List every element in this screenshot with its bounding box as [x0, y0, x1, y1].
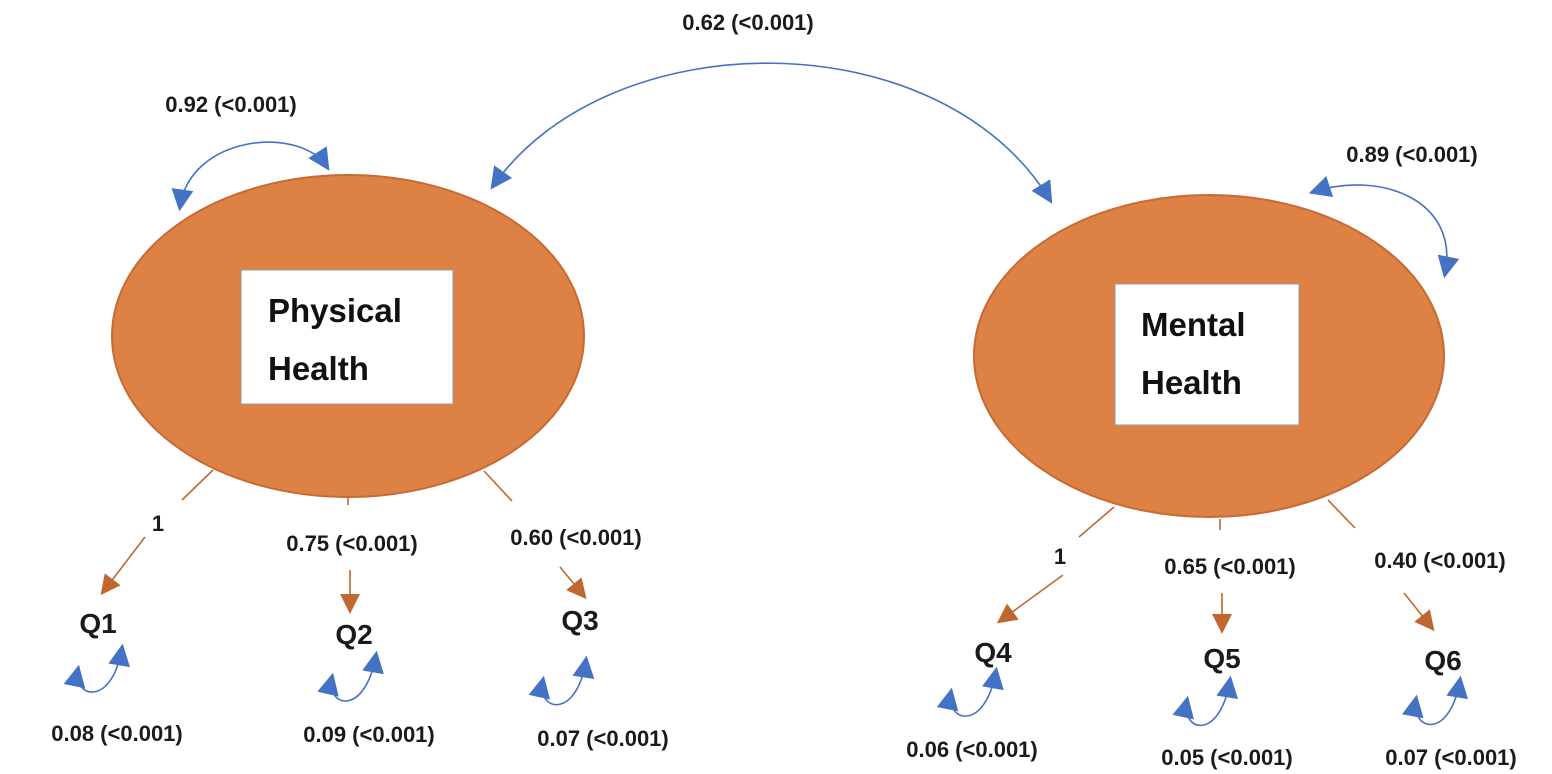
- item-q6-label: Q6: [1424, 645, 1461, 676]
- loading-line: [181, 469, 214, 501]
- loading-label: 0.60 (<0.001): [510, 525, 641, 550]
- loading-line: [1078, 506, 1115, 538]
- loading-arrow: [1403, 592, 1435, 632]
- loading-line: [483, 470, 513, 502]
- error-variance-label-q1: 0.08 (<0.001): [51, 721, 182, 746]
- loading-arrow: [559, 566, 587, 600]
- factor-label-box: [1114, 283, 1300, 426]
- loading-label: 1: [1054, 544, 1066, 569]
- loading-q6: 0.40 (<0.001): [1327, 499, 1506, 632]
- item-q4-label: Q4: [974, 637, 1012, 668]
- factor-label-box: [240, 269, 454, 405]
- error-variance-label-q2: 0.09 (<0.001): [303, 722, 434, 747]
- error-variance-loop-q1: [63, 643, 130, 693]
- loading-label: 0.65 (<0.001): [1164, 554, 1295, 579]
- loading-q2: 0.75 (<0.001): [286, 497, 418, 614]
- loading-q3: 0.60 (<0.001): [483, 470, 642, 600]
- factor-label-line2: Health: [1141, 364, 1242, 401]
- factor-label-line1: Physical: [268, 292, 402, 329]
- physical-variance-label: 0.92 (<0.001): [165, 92, 296, 117]
- factor-physical-health: Physical Health: [111, 174, 585, 498]
- factor-mental-health: Mental Health: [973, 194, 1445, 518]
- mental-variance-label: 0.89 (<0.001): [1346, 142, 1477, 167]
- error-variance-label-q4: 0.06 (<0.001): [906, 737, 1037, 762]
- error-variance-label-q6: 0.07 (<0.001): [1385, 745, 1516, 770]
- loading-q4: 1: [996, 506, 1115, 624]
- item-q5-label: Q5: [1203, 643, 1240, 674]
- error-variance-loop-q4: [936, 666, 1004, 717]
- loading-label: 0.40 (<0.001): [1374, 548, 1505, 573]
- loading-q1: 1: [100, 469, 214, 596]
- loading-q5: 0.65 (<0.001): [1164, 519, 1296, 634]
- loading-label: 0.75 (<0.001): [286, 531, 417, 556]
- physical-variance-arrow: [171, 141, 330, 212]
- factor-covariance-label: 0.62 (<0.001): [682, 10, 813, 35]
- item-q2-label: Q2: [335, 619, 372, 650]
- error-variance-loop-q5: [1172, 675, 1239, 727]
- loading-label: 1: [152, 511, 164, 536]
- item-q1-label: Q1: [79, 608, 116, 639]
- error-variance-label-q5: 0.05 (<0.001): [1161, 745, 1292, 770]
- factor-label-line2: Health: [268, 350, 369, 387]
- loading-line: [1327, 499, 1356, 529]
- loading-arrow: [996, 574, 1064, 624]
- error-variance-label-q3: 0.07 (<0.001): [537, 726, 668, 751]
- error-variance-loop-q6: [1401, 675, 1468, 726]
- error-variance-loop-q3: [528, 655, 595, 706]
- item-q3-label: Q3: [561, 605, 598, 636]
- factor-covariance-arrow: [490, 62, 1053, 204]
- factor-label-line1: Mental: [1141, 306, 1246, 343]
- error-variance-loop-q2: [317, 650, 384, 702]
- loading-arrow: [100, 536, 146, 596]
- mental-variance-arrow: [1308, 176, 1460, 279]
